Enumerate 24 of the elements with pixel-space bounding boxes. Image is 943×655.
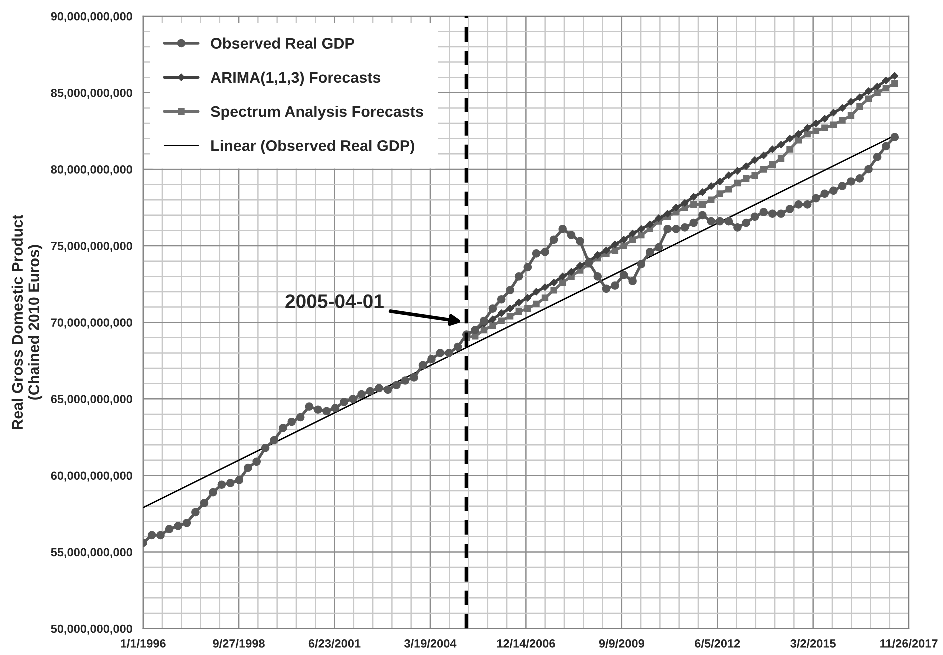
y-tick-label: 85,000,000,000 xyxy=(51,88,132,100)
x-tick-label: 1/1/1996 xyxy=(121,639,166,648)
y-tick-label: 75,000,000,000 xyxy=(51,242,132,252)
x-tick-label: 9/27/1998 xyxy=(213,639,265,648)
x-tick-label: 12/14/2006 xyxy=(497,639,556,648)
legend-label: Spectrum Analysis Forecasts xyxy=(210,106,424,120)
y-tick-label: 70,000,000,000 xyxy=(51,318,132,329)
legend-label: ARIMA(1,1,3) Forecasts xyxy=(210,72,381,86)
y-tick-label: 60,000,000,000 xyxy=(51,472,132,482)
x-tick-label: 6/5/2012 xyxy=(695,639,740,648)
legend-label: Linear (Observed Real GDP) xyxy=(212,140,414,154)
ref-line-label: 2005-04-01 xyxy=(286,294,384,308)
y-tick-label: 50,000,000,000 xyxy=(51,624,132,635)
y-tick-label: 80,000,000,000 xyxy=(51,166,132,176)
y-tick-label: 65,000,000,000 xyxy=(51,395,132,406)
y-tick-label: 90,000,000,000 xyxy=(51,12,132,22)
x-tick-label: 3/2/2015 xyxy=(790,639,836,648)
x-tick-label: 6/23/2001 xyxy=(308,639,361,648)
x-tick-label: 11/26/2017 xyxy=(880,639,938,648)
x-tick-label: 3/19/2004 xyxy=(404,639,457,648)
y-tick-label: 55,000,000,000 xyxy=(51,548,132,558)
x-tick-label: 9/9/2009 xyxy=(599,639,644,648)
y-axis-title: Real Gross Domestic Product (Chained 2010 Euros) xyxy=(12,214,43,430)
legend-label: Observed Real GDP xyxy=(211,38,354,49)
